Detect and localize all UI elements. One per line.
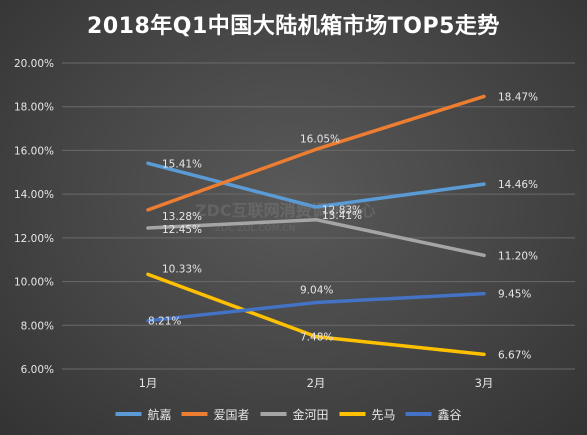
legend-label: 金河田 [293,407,329,422]
series-line-金河田 [146,217,486,258]
series-line-航嘉 [146,161,486,209]
data-label: 6.67% [498,349,531,361]
watermark-subtext: ZDC.ZOL.COM.CN [215,224,296,234]
series-line-先马 [146,272,486,357]
data-label: 9.45% [498,289,531,301]
x-tick-label: 3月 [475,376,494,390]
y-tick-label: 20.00% [14,58,54,70]
data-label: 18.47% [498,91,538,103]
data-label: 12.45% [162,224,202,236]
data-label: 10.33% [162,263,202,275]
legend-label: 鑫谷 [438,407,462,422]
chart-title: 2018年Q1中国大陆机箱市场TOP5走势 [87,14,500,39]
data-label: 13.41% [322,210,362,222]
x-tick-label: 1月 [139,376,158,390]
y-tick-label: 12.00% [14,233,54,245]
data-label: 13.28% [162,211,202,223]
y-tick-label: 14.00% [14,189,54,201]
data-label: 7.48% [300,332,333,344]
data-label: 16.05% [300,133,340,145]
y-tick-label: 6.00% [21,364,54,376]
y-tick-label: 8.00% [21,320,54,332]
series-line-爱国者 [146,94,486,212]
x-tick-label: 2月 [307,376,326,390]
y-tick-label: 10.00% [14,277,54,289]
y-tick-label: 16.00% [14,145,54,157]
legend-label: 航嘉 [148,407,172,422]
data-label: 11.20% [498,250,538,262]
legend-label: 先马 [372,408,396,422]
series-line-鑫谷 [146,291,486,323]
legend-label: 爱国者 [214,408,250,422]
data-label: 14.46% [498,179,538,191]
data-label: 15.41% [162,158,202,170]
data-label: 9.04% [300,285,333,297]
data-label: 12.83% [322,205,362,217]
data-label: 8.21% [148,316,181,328]
y-tick-label: 18.00% [14,102,54,114]
